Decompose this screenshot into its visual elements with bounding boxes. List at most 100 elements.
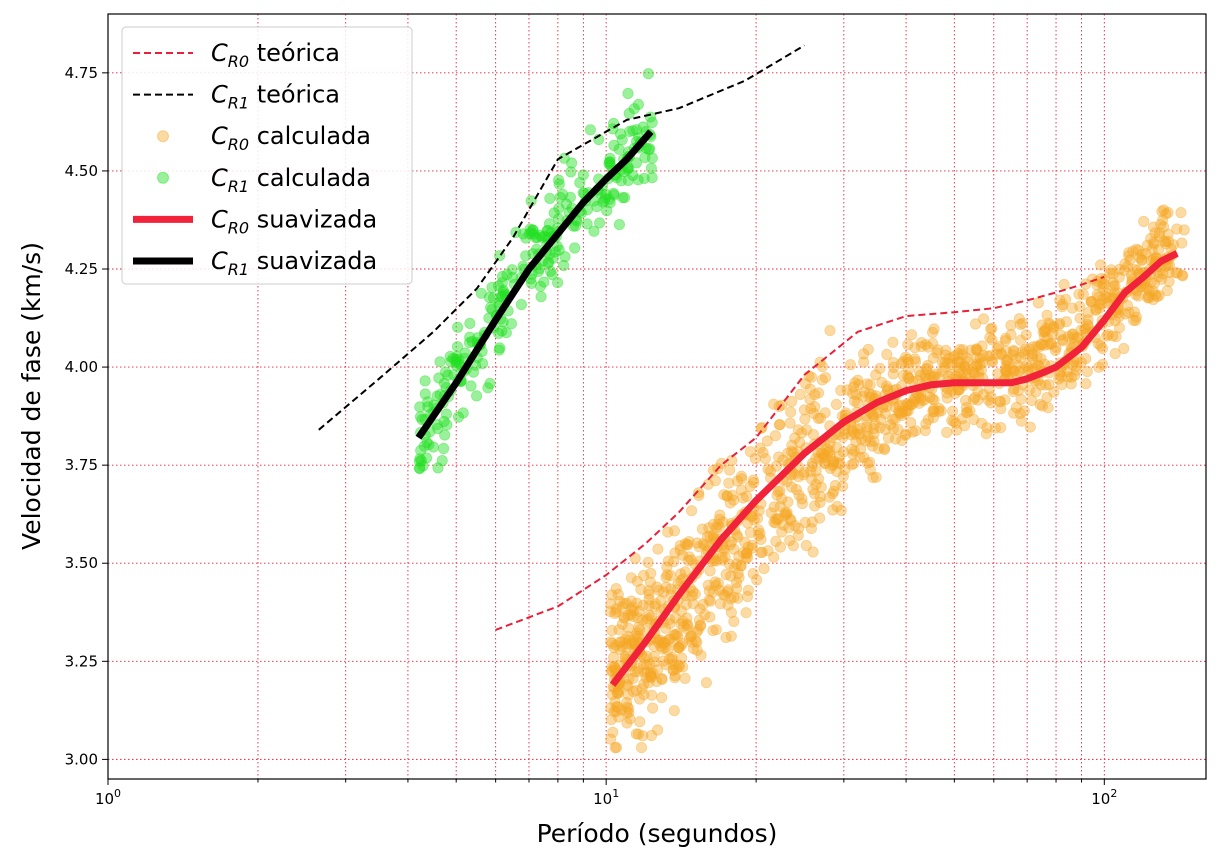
data-point	[814, 512, 826, 524]
x-tick-label: 102	[1091, 787, 1117, 808]
data-point	[1066, 302, 1078, 314]
data-point	[683, 632, 695, 645]
x-tick-label: 100	[95, 787, 121, 808]
data-point	[751, 512, 764, 525]
data-point	[909, 392, 922, 404]
data-point	[1107, 268, 1119, 280]
data-point	[913, 391, 925, 403]
data-point	[1022, 362, 1035, 375]
data-point	[986, 356, 999, 368]
data-point	[849, 377, 861, 389]
data-point	[685, 630, 697, 642]
data-point	[640, 672, 652, 684]
data-point	[434, 356, 446, 368]
data-point	[1000, 360, 1012, 372]
data-point	[861, 378, 873, 390]
data-point	[668, 636, 680, 648]
data-point	[668, 525, 681, 537]
data-point	[547, 252, 559, 264]
data-point	[1163, 266, 1175, 278]
data-point	[800, 539, 812, 552]
data-point	[940, 344, 952, 356]
data-point	[902, 356, 915, 369]
data-point	[858, 356, 870, 368]
data-point	[453, 354, 465, 366]
data-point	[862, 430, 874, 443]
data-point	[1047, 322, 1060, 334]
data-point	[632, 174, 644, 186]
data-point	[1176, 237, 1188, 249]
data-point	[677, 661, 689, 673]
data-point	[450, 356, 463, 368]
data-point	[1163, 275, 1175, 287]
data-point	[951, 424, 963, 436]
data-point	[1065, 378, 1077, 390]
data-point	[1040, 379, 1052, 391]
legend-item: CR0 calculada	[157, 122, 371, 154]
data-point	[675, 568, 687, 580]
data-point	[1000, 366, 1012, 378]
data-point	[977, 349, 989, 361]
data-point	[754, 527, 766, 540]
data-point	[849, 428, 862, 440]
data-point	[861, 414, 873, 426]
data-point	[1100, 291, 1112, 303]
data-point	[647, 667, 659, 679]
data-point	[893, 400, 905, 412]
legend-item: CR0 suavizada	[133, 205, 377, 237]
data-point	[1157, 268, 1169, 280]
data-point	[799, 413, 811, 425]
data-point	[774, 419, 786, 431]
data-point	[549, 246, 561, 258]
data-point	[919, 424, 931, 437]
data-point	[622, 87, 634, 100]
data-point	[828, 455, 840, 468]
data-point	[913, 397, 925, 409]
data-point	[1160, 236, 1172, 248]
data-point	[864, 456, 876, 468]
data-point	[526, 224, 539, 236]
data-point	[524, 223, 536, 235]
data-point	[641, 666, 653, 678]
data-point	[1002, 355, 1014, 367]
data-point	[799, 378, 812, 390]
data-point	[603, 156, 616, 168]
y-tick-label: 3.50	[65, 554, 98, 572]
data-point	[953, 365, 966, 378]
data-point	[1035, 338, 1047, 351]
data-point	[709, 576, 721, 588]
data-point	[928, 323, 940, 335]
data-point	[667, 664, 679, 676]
data-point	[1121, 299, 1134, 312]
data-point	[1008, 365, 1020, 377]
data-point	[710, 522, 723, 534]
data-point	[637, 569, 650, 582]
data-point	[728, 615, 740, 628]
data-point	[931, 347, 943, 359]
data-point	[744, 446, 757, 458]
data-point	[621, 163, 634, 176]
data-point	[606, 689, 619, 701]
data-point	[463, 336, 476, 349]
data-point	[1145, 276, 1157, 288]
data-point	[1048, 320, 1060, 333]
data-point	[694, 619, 707, 631]
data-point	[909, 353, 921, 365]
data-point	[1095, 259, 1107, 271]
data-point	[692, 624, 704, 636]
data-point	[777, 519, 790, 531]
data-point	[637, 599, 649, 611]
data-point	[1036, 400, 1049, 412]
data-point	[758, 562, 770, 575]
data-point	[654, 634, 667, 647]
data-point	[1113, 271, 1125, 283]
data-point	[848, 445, 860, 457]
data-point	[593, 217, 606, 229]
data-point	[707, 624, 719, 637]
data-point	[968, 413, 980, 426]
data-point	[1098, 278, 1110, 290]
legend-item: CR1 calculada	[157, 164, 371, 196]
y-tick-label: 3.25	[65, 652, 98, 670]
data-point	[1142, 292, 1154, 304]
